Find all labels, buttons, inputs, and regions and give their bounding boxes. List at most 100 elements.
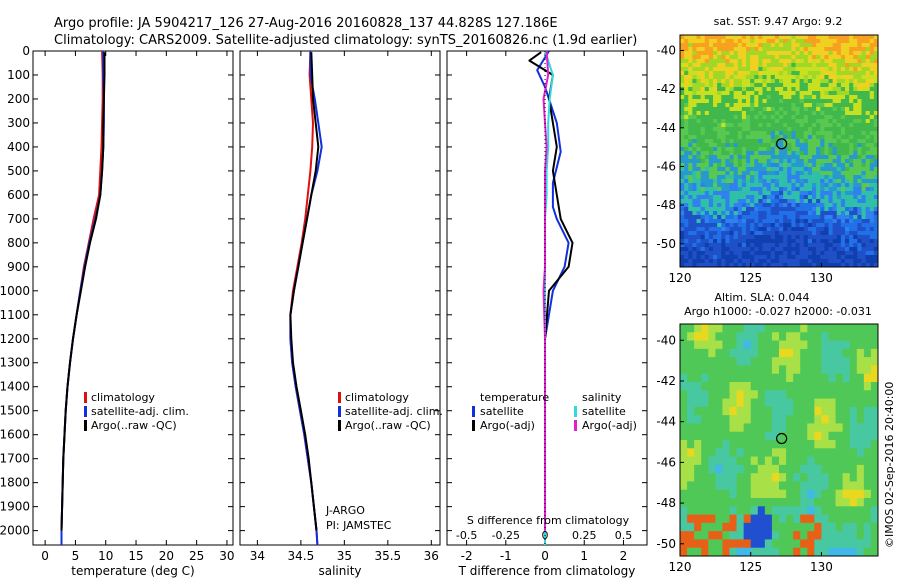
map-cell [758, 259, 763, 264]
map-cell [750, 365, 759, 375]
map-cell [750, 67, 755, 72]
map-cell [869, 131, 875, 136]
map-cell [750, 199, 755, 204]
map-cell [832, 191, 838, 196]
map-cell [733, 235, 739, 240]
series-line-satellite-adj-clim- [289, 51, 323, 546]
map-cell [741, 207, 747, 212]
map-cell [715, 390, 723, 399]
map-cell [721, 227, 726, 232]
map-cell [873, 243, 879, 248]
map-cell [754, 39, 759, 44]
map-cell [865, 183, 871, 188]
map-cell [764, 357, 773, 366]
map-cell [684, 147, 689, 152]
map-cell [824, 103, 829, 108]
map-cell [750, 398, 759, 408]
map-cell [722, 423, 730, 433]
map-cell [832, 115, 838, 120]
map-cell [687, 440, 695, 449]
map-cell [779, 255, 784, 260]
map-cell [865, 239, 871, 244]
map-cell [680, 179, 685, 184]
map-cell [828, 398, 836, 408]
map-cell [828, 83, 834, 88]
map-cell [853, 143, 858, 148]
map-cell [722, 514, 730, 524]
map-cell [787, 103, 792, 108]
map-cell [684, 111, 689, 116]
map-cell [750, 83, 755, 88]
map-cell [701, 506, 709, 515]
map-cell [873, 131, 879, 136]
map-cell [832, 143, 838, 148]
map-cell [832, 119, 838, 124]
map-cell [733, 191, 739, 196]
map-cell [708, 481, 716, 491]
map-cell [737, 147, 743, 152]
map-cell [779, 406, 787, 416]
map-cell [836, 215, 842, 220]
map-cell [701, 464, 709, 474]
map-cell [803, 139, 809, 144]
map-cell [799, 151, 805, 156]
map-cell [807, 171, 813, 176]
map-cell [803, 87, 809, 92]
map-cell [741, 243, 747, 248]
map-cell [721, 63, 726, 68]
map-cell [869, 35, 875, 40]
map-cell [680, 324, 688, 333]
map-cell [873, 103, 879, 108]
map-cell [715, 531, 723, 540]
map-cell [762, 143, 768, 148]
map-cell [764, 332, 773, 341]
map-cell [692, 183, 697, 188]
map-cell [774, 159, 780, 164]
map-cell [863, 348, 872, 358]
map-cell [795, 95, 801, 100]
map-cell [807, 203, 813, 208]
map-cell [835, 415, 844, 424]
map-cell [762, 183, 768, 188]
map-cell [857, 247, 862, 252]
map-cell [849, 95, 854, 100]
map-cell [704, 59, 710, 64]
map-cell [713, 243, 718, 248]
map-cell [779, 531, 787, 540]
map-cell [680, 147, 685, 152]
map-cell [688, 243, 693, 248]
map-cell [779, 231, 784, 236]
map-cell [863, 357, 872, 366]
map-cell [729, 231, 735, 236]
map-cell [680, 398, 688, 408]
map-cell [857, 151, 862, 156]
map-cell [737, 207, 743, 212]
map-cell [812, 227, 817, 232]
map-cell [713, 251, 718, 256]
map-cell [807, 111, 813, 116]
map-cell [696, 195, 702, 200]
map-cell [746, 195, 751, 200]
map-cell [694, 423, 702, 433]
map-cell [853, 115, 858, 120]
map-cell [845, 227, 850, 232]
map-cell [688, 119, 693, 124]
map-cell [688, 175, 693, 180]
map-cell [758, 47, 763, 52]
map-cell [779, 324, 787, 333]
map-cell [770, 55, 776, 60]
map-cell [737, 199, 743, 204]
map-cell [715, 382, 723, 391]
map-cell [861, 207, 867, 212]
map-cell [750, 373, 759, 383]
map-cell [754, 75, 759, 80]
map-cell [708, 35, 714, 40]
legend-swatch-t-satellite [472, 406, 475, 417]
map-cell [737, 243, 743, 248]
map-cell [849, 191, 854, 196]
map-cell [758, 207, 763, 212]
map-cell [708, 357, 716, 366]
map-cell [853, 39, 858, 44]
map-cell [704, 247, 710, 252]
salinity-panel: 34 34.5 35 35.5 36 [240, 50, 440, 563]
